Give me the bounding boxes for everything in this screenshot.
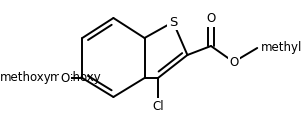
Text: Cl: Cl (152, 99, 164, 112)
Text: S: S (169, 16, 177, 29)
Text: O: O (229, 56, 238, 68)
Text: O: O (60, 72, 69, 84)
Text: methoxy: methoxy (50, 72, 102, 84)
Text: methyl: methyl (261, 42, 302, 55)
Text: methoxy: methoxy (0, 72, 52, 84)
Text: O: O (206, 13, 216, 26)
